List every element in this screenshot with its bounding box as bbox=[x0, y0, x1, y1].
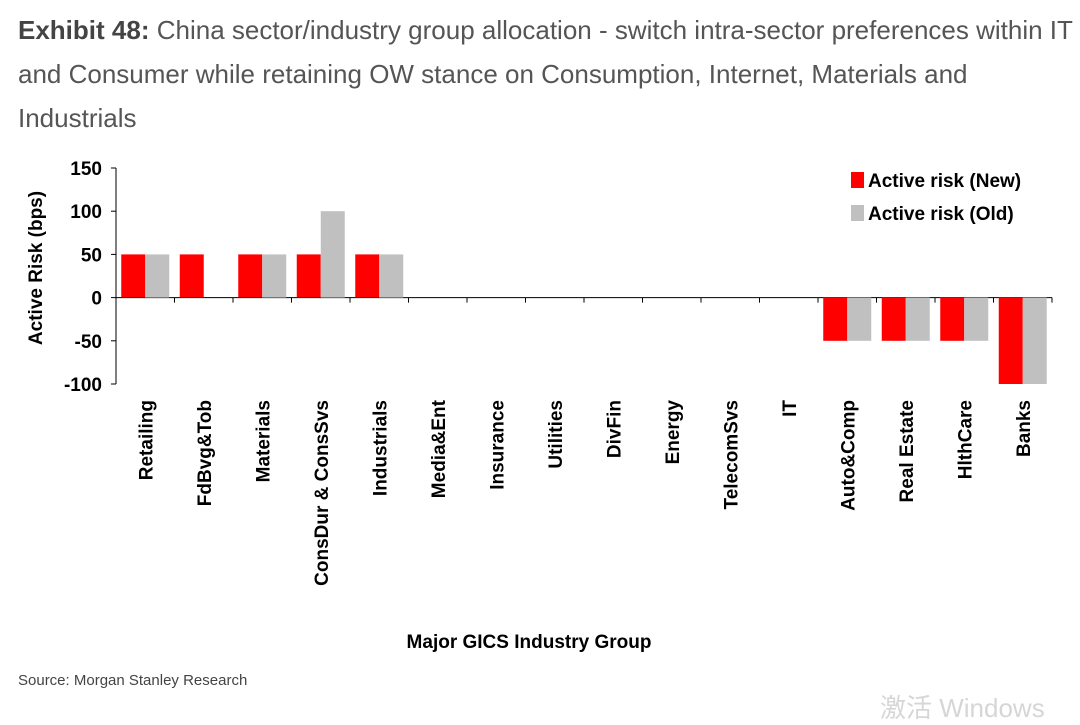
category-label: Media&Ent bbox=[429, 399, 450, 498]
category-labels: Retailing FdBvg&Tob Materials ConsDur & Con… bbox=[136, 399, 1035, 585]
y-tick-label: -100 bbox=[64, 375, 102, 396]
category-label: Real Estate bbox=[897, 400, 918, 502]
category-label: FdBvg&Tob bbox=[195, 400, 216, 506]
category-label: Energy bbox=[663, 400, 684, 465]
y-axis-title: Active Risk (bps) bbox=[26, 191, 47, 345]
bar-old-3 bbox=[320, 211, 345, 298]
category-label: Auto&Comp bbox=[838, 400, 859, 511]
category-label: Industrials bbox=[370, 400, 391, 496]
bar-new-13 bbox=[881, 297, 906, 341]
bar-old-0 bbox=[145, 254, 170, 298]
category-label: Utilities bbox=[546, 400, 567, 469]
bar-new-2 bbox=[238, 254, 263, 298]
y-tick-label: 0 bbox=[91, 289, 102, 310]
legend-label: Active risk (Old) bbox=[868, 204, 1014, 225]
exhibit-title-text: China sector/industry group allocation -… bbox=[18, 15, 1073, 133]
legend-swatch bbox=[851, 205, 864, 221]
legend-swatch bbox=[851, 172, 864, 188]
bar-new-1 bbox=[179, 254, 204, 298]
y-tick-label: 150 bbox=[70, 159, 102, 180]
category-label: IT bbox=[780, 400, 801, 417]
bar-old-2 bbox=[262, 254, 287, 298]
category-label: DivFin bbox=[604, 400, 625, 458]
category-label: Materials bbox=[253, 400, 274, 482]
bar-old-4 bbox=[379, 254, 404, 298]
bar-old-12 bbox=[847, 297, 872, 341]
y-axis: 150 100 50 0 -50 -100 bbox=[64, 159, 117, 396]
category-label: Insurance bbox=[487, 400, 508, 490]
category-label: Banks bbox=[1014, 400, 1035, 457]
bar-old-13 bbox=[905, 297, 930, 341]
category-label: Retailing bbox=[136, 400, 157, 480]
category-label: TelecomSvs bbox=[721, 400, 742, 509]
bar-chart: 150 100 50 0 -50 -100 Retailing FdBvg&Tob Mater… bbox=[26, 159, 1053, 653]
source-note: Source: Morgan Stanley Research bbox=[18, 672, 248, 689]
legend-label: Active risk (New) bbox=[868, 171, 1021, 192]
bar-new-0 bbox=[121, 254, 146, 298]
bar-new-4 bbox=[355, 254, 380, 298]
bar-new-15 bbox=[998, 297, 1023, 384]
bars bbox=[121, 211, 1047, 384]
x-axis-title: Major GICS Industry Group bbox=[407, 632, 652, 653]
bar-new-3 bbox=[296, 254, 321, 298]
bar-old-14 bbox=[964, 297, 989, 341]
legend: Active risk (New) Active risk (Old) bbox=[851, 171, 1021, 225]
exhibit-title: Exhibit 48: China sector/industry group … bbox=[18, 8, 1073, 140]
bar-new-12 bbox=[823, 297, 848, 341]
bar-old-15 bbox=[1022, 297, 1047, 384]
y-tick-label: 100 bbox=[70, 202, 102, 223]
y-tick-label: 50 bbox=[81, 245, 102, 266]
y-tick-label: -50 bbox=[75, 332, 102, 353]
exhibit-label: Exhibit 48: bbox=[18, 15, 150, 45]
bar-new-14 bbox=[940, 297, 965, 341]
category-label: ConsDur & ConsSvs bbox=[312, 400, 333, 586]
category-label: HlthCare bbox=[955, 400, 976, 479]
